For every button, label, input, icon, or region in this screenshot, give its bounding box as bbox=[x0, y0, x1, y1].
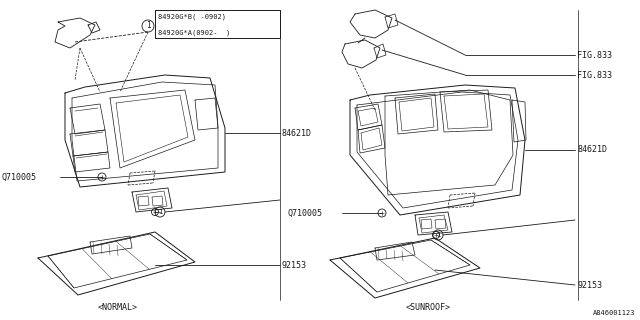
Text: <SUNROOF>: <SUNROOF> bbox=[406, 303, 451, 313]
Bar bbox=[155, 10, 280, 38]
Text: 84920G*B( -0902): 84920G*B( -0902) bbox=[158, 14, 226, 20]
Text: A846001123: A846001123 bbox=[593, 310, 635, 316]
Text: Q710005: Q710005 bbox=[287, 209, 322, 218]
Text: 84621D: 84621D bbox=[282, 129, 312, 138]
Text: <NORMAL>: <NORMAL> bbox=[98, 303, 138, 313]
Text: 84920G*A(0902-  ): 84920G*A(0902- ) bbox=[158, 30, 230, 36]
Text: 92153: 92153 bbox=[282, 260, 307, 269]
Text: FIG.833: FIG.833 bbox=[577, 51, 612, 60]
Text: 1: 1 bbox=[436, 232, 440, 238]
Text: 92153: 92153 bbox=[577, 281, 602, 290]
Text: 1: 1 bbox=[146, 21, 150, 30]
Text: 84621D: 84621D bbox=[577, 146, 607, 155]
Text: 1: 1 bbox=[158, 209, 162, 215]
Text: FIG.833: FIG.833 bbox=[577, 70, 612, 79]
Text: Q710005: Q710005 bbox=[2, 172, 37, 181]
